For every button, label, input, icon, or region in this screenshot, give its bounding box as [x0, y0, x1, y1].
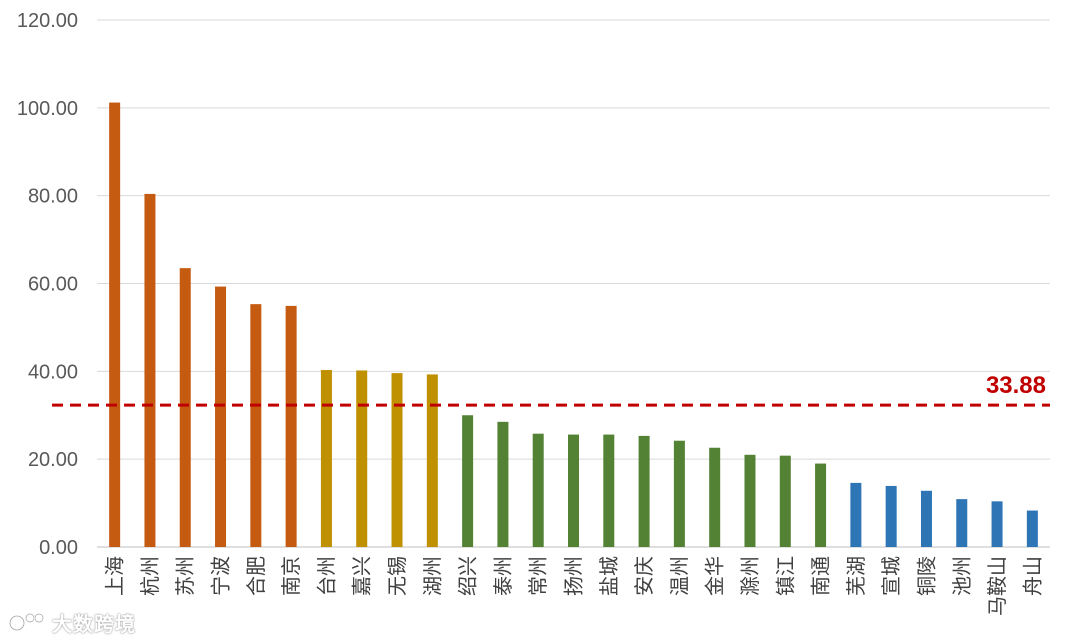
bar	[320, 370, 332, 547]
y-tick-label: 0.00	[39, 537, 78, 559]
x-tick-label: 上海	[103, 556, 127, 596]
bar	[285, 305, 297, 547]
x-tick-label: 杭州	[138, 556, 162, 596]
bar	[744, 454, 756, 547]
bar	[1026, 510, 1038, 547]
bar	[568, 434, 579, 547]
x-tick-label: 无锡	[385, 556, 409, 596]
y-tick-label: 80.00	[28, 186, 78, 208]
bar	[109, 102, 121, 548]
watermark-text: 大数跨境	[52, 611, 136, 636]
x-tick-label: 苏州	[173, 556, 197, 596]
x-tick-label: 马鞍山	[985, 556, 1009, 616]
bar	[991, 501, 1003, 547]
x-tick-label: 温州	[667, 556, 691, 596]
bar	[885, 485, 897, 547]
x-tick-label: 金华	[703, 556, 727, 596]
x-tick-label: 南京	[279, 556, 303, 596]
x-tick-label: 舟山	[1020, 556, 1044, 596]
bar	[673, 440, 685, 547]
reference-line-label: 33.88	[986, 372, 1046, 399]
x-tick-label: 嘉兴	[350, 556, 374, 596]
bar	[532, 433, 544, 547]
x-tick-label: 湖州	[420, 556, 444, 596]
bar	[144, 193, 156, 547]
y-tick-label: 40.00	[28, 361, 78, 383]
bars	[109, 102, 1038, 548]
x-axis-labels: 上海 杭州 苏州 宁波 合肥 南京 台州 嘉兴 无锡 湖州 绍兴 泰州 常州 扬州 盐城 安庆 温州 金华 滁州 镇江…	[103, 556, 1045, 616]
x-tick-label: 宁波	[209, 556, 233, 596]
x-tick-label: 盐城	[597, 556, 621, 596]
logo-icon	[8, 612, 45, 632]
bar	[250, 304, 262, 547]
x-tick-label: 宣城	[879, 556, 903, 596]
bar	[426, 374, 438, 547]
bar	[815, 463, 827, 547]
y-tick-label: 20.00	[28, 449, 78, 471]
x-tick-label: 芜湖	[844, 556, 868, 596]
x-tick-label: 常州	[526, 556, 550, 596]
bar	[638, 435, 650, 547]
bar	[356, 370, 368, 547]
bar	[391, 373, 403, 547]
x-tick-label: 绍兴	[456, 556, 480, 596]
y-axis-labels: 0.00 20.00 40.00 60.00 80.00 100.00 120.00	[17, 10, 78, 559]
x-tick-label: 合肥	[244, 556, 268, 596]
x-tick-label: 滁州	[738, 556, 762, 596]
bar	[850, 482, 862, 547]
watermark: 大数跨境	[8, 608, 136, 636]
reference-line-group: 33.88	[52, 372, 1050, 407]
y-tick-label: 120.00	[17, 10, 78, 32]
bar	[920, 490, 932, 547]
x-tick-label: 台州	[314, 556, 338, 596]
y-tick-label: 100.00	[17, 98, 78, 120]
x-tick-label: 池州	[950, 556, 974, 596]
bar	[179, 268, 191, 547]
x-tick-label: 铜陵	[914, 556, 938, 596]
y-tick-label: 60.00	[28, 274, 78, 296]
x-tick-label: 安庆	[632, 556, 656, 596]
x-tick-label: 镇江	[773, 556, 797, 596]
bar	[779, 455, 791, 547]
x-tick-label: 泰州	[491, 556, 515, 596]
bar	[215, 286, 227, 547]
bar	[956, 499, 968, 547]
bar	[462, 415, 474, 547]
bar	[603, 434, 615, 547]
x-tick-label: 南通	[809, 556, 833, 596]
bar	[497, 421, 509, 547]
bar	[709, 447, 721, 547]
x-tick-label: 扬州	[562, 556, 586, 596]
